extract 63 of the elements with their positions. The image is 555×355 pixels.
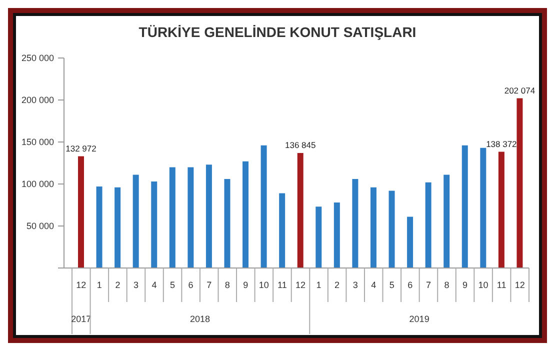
bar (279, 193, 286, 268)
y-tick-label: 50 000 (26, 221, 54, 231)
bar (444, 174, 450, 268)
bar (462, 145, 468, 268)
bar (169, 167, 176, 268)
x-tick-label: 12 (295, 280, 306, 290)
bar (260, 145, 267, 268)
x-tick-label: 11 (278, 280, 287, 290)
text: 2019 (409, 314, 430, 324)
chart-title: TÜRKİYE GENELİNDE KONUT SATIŞLARI (138, 24, 418, 42)
x-tick-label: 9 (462, 280, 468, 290)
x-tick-label: 4 (371, 280, 376, 290)
bar (78, 156, 84, 268)
x-tick-label: 6 (188, 280, 194, 290)
x-tick-label: 4 (152, 280, 157, 290)
x-tick-label: 3 (352, 280, 358, 290)
data-label: 138 372 (486, 138, 518, 149)
bar (188, 167, 194, 268)
x-tick-label: 2 (334, 280, 340, 290)
x-tick-label: 10 (478, 280, 488, 290)
x-tick-label: 8 (224, 280, 230, 290)
bar (425, 182, 432, 268)
bar (96, 186, 102, 268)
data-label: 132 972 (66, 143, 97, 154)
bar (407, 216, 414, 268)
bar (206, 164, 212, 268)
x-tick-label: 8 (444, 280, 450, 290)
bar (151, 181, 158, 268)
y-tick-label: 250 000 (21, 53, 54, 63)
x-tick-label: 1 (96, 280, 102, 290)
bar (352, 178, 358, 268)
bar (132, 174, 139, 268)
y-tick-label: 200 000 (21, 95, 54, 105)
text: 2018 (190, 314, 210, 324)
bar (370, 187, 376, 268)
x-tick-label: 5 (389, 280, 394, 290)
bar (224, 178, 230, 268)
x-tick-label: 7 (206, 280, 212, 290)
bar (297, 153, 304, 268)
y-tick-label: 150 000 (21, 137, 54, 147)
data-label: 136 845 (284, 140, 316, 150)
x-tick-label: 2 (115, 280, 120, 290)
x-tick-label: 7 (426, 280, 431, 290)
text: 2017 (71, 314, 92, 324)
bar (242, 161, 249, 268)
x-tick-label: 5 (170, 280, 176, 290)
y-tick-label: 100 000 (21, 179, 54, 189)
bar (316, 206, 322, 268)
bar (388, 190, 395, 268)
data-label: 202 074 (504, 85, 536, 96)
x-tick-label: 6 (408, 280, 413, 290)
bar (516, 98, 523, 268)
bar (114, 187, 121, 268)
x-tick-label: 1 (316, 280, 322, 290)
x-tick-label: 9 (243, 280, 248, 290)
x-tick-label: 3 (133, 280, 138, 290)
bar (498, 152, 504, 268)
bar (334, 202, 340, 268)
x-tick-label: 10 (258, 280, 269, 290)
x-tick-label: 11 (496, 280, 506, 290)
x-tick-label: 12 (76, 280, 86, 290)
bar (480, 148, 486, 268)
x-tick-label: 12 (514, 280, 525, 290)
